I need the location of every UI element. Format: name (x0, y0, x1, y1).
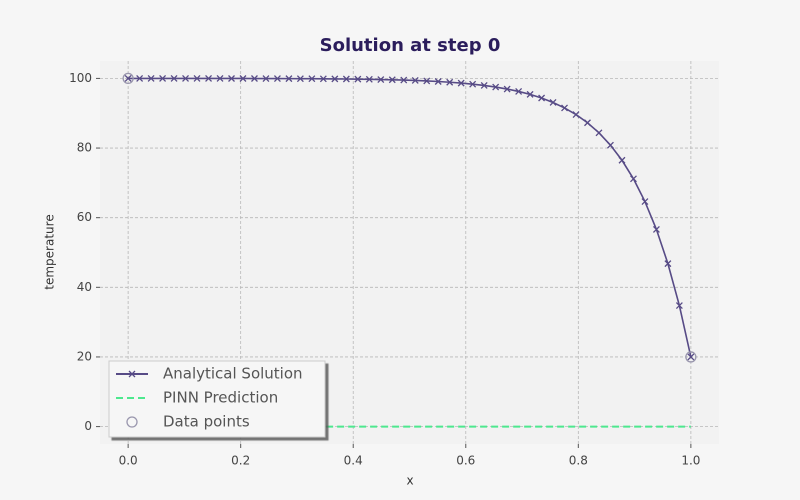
marker (492, 83, 500, 91)
marker (262, 75, 270, 83)
x-tick-label: 0.8 (569, 454, 588, 468)
marker (170, 74, 178, 82)
marker (469, 80, 477, 88)
marker (503, 85, 511, 93)
marker (630, 175, 637, 183)
marker (446, 78, 454, 86)
marker (526, 90, 534, 98)
marker (285, 75, 293, 83)
marker (400, 76, 408, 84)
y-tick-label: 20 (77, 349, 92, 363)
marker (182, 74, 189, 82)
marker (124, 74, 132, 82)
marker (273, 75, 281, 83)
marker (561, 104, 568, 112)
marker (296, 75, 304, 83)
marker (685, 351, 697, 363)
marker (136, 74, 144, 82)
marker (193, 74, 201, 82)
legend-label: PINN Prediction (163, 389, 278, 407)
marker (641, 198, 649, 205)
y-axis-label: temperature (43, 214, 57, 289)
marker (239, 75, 247, 82)
marker (228, 75, 235, 82)
marker (434, 78, 442, 85)
marker (319, 75, 327, 83)
marker (480, 82, 488, 89)
marker (549, 99, 557, 106)
x-tick-label: 0.0 (119, 454, 138, 468)
marker (664, 260, 672, 268)
legend-marker (126, 416, 138, 428)
y-tick-label: 0 (84, 419, 92, 433)
y-tick-label: 80 (77, 141, 92, 155)
marker (377, 76, 385, 83)
legend-label: Analytical Solution (163, 365, 303, 383)
x-tick-label: 0.6 (456, 454, 475, 468)
marker (147, 74, 155, 82)
marker (388, 76, 396, 84)
marker (411, 77, 419, 84)
chart-title: Solution at step 0 (320, 35, 501, 56)
marker (515, 87, 523, 95)
x-tick-label: 0.2 (231, 454, 250, 468)
marker (308, 75, 316, 83)
y-tick-label: 100 (69, 71, 92, 85)
marker (687, 353, 695, 361)
marker (205, 74, 213, 82)
marker (122, 72, 134, 85)
marker (606, 141, 614, 149)
marker (652, 225, 660, 233)
marker (354, 75, 362, 83)
marker (216, 74, 224, 82)
marker (331, 75, 339, 83)
y-tick-label: 60 (77, 210, 92, 224)
legend: Analytical Solution PINN Prediction Data p… (108, 360, 326, 438)
x-tick-label: 0.4 (344, 454, 363, 468)
marker (595, 129, 603, 137)
marker (675, 302, 683, 309)
marker (423, 77, 431, 85)
marker (365, 75, 373, 83)
y-tick-label: 40 (77, 280, 92, 294)
marker (251, 75, 258, 82)
marker (457, 79, 465, 87)
marker (342, 75, 350, 83)
marker (584, 119, 591, 127)
legend-marker (128, 370, 136, 378)
marker (538, 94, 546, 102)
legend-label: Data points (163, 413, 250, 431)
marker (159, 74, 167, 82)
x-axis-label: x (406, 474, 413, 488)
marker (572, 111, 580, 119)
marker (618, 156, 626, 164)
x-tick-label: 1.0 (681, 454, 700, 468)
